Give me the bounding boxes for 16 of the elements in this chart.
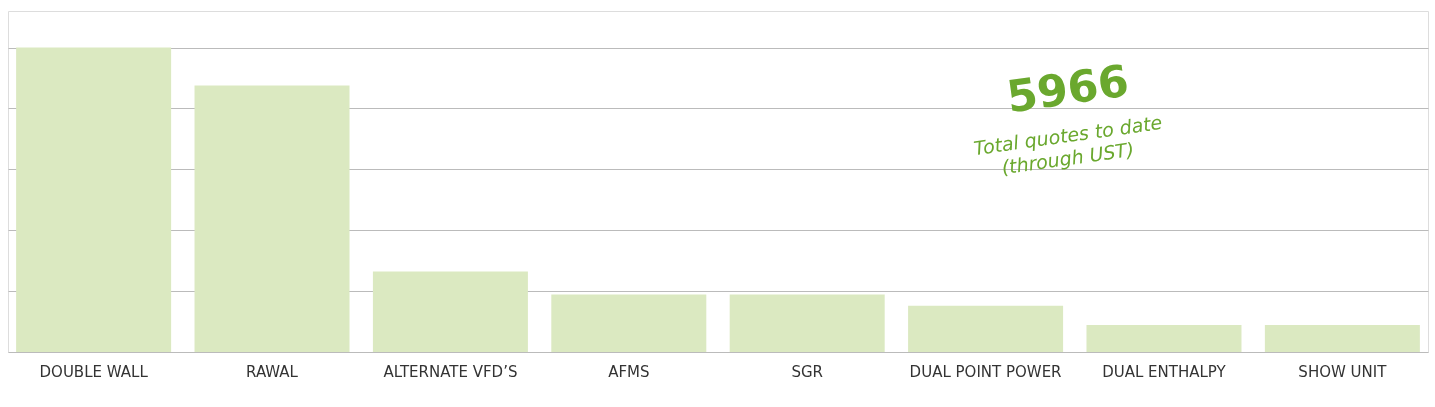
x-tick-label: RAWAL <box>246 362 299 381</box>
x-tick-label: DUAL POINT POWER <box>909 362 1062 381</box>
bar <box>1086 324 1242 352</box>
bar <box>729 294 885 352</box>
bar <box>908 305 1064 352</box>
bar <box>16 47 172 352</box>
bar <box>372 271 528 352</box>
bar <box>551 294 707 352</box>
bar <box>1264 324 1420 352</box>
bar <box>194 85 350 352</box>
x-tick-label: DUAL ENTHALPY <box>1102 362 1227 381</box>
x-tick-label: SGR <box>791 362 823 381</box>
x-tick-label: DOUBLE WALL <box>39 362 149 381</box>
x-tick-label: AFMS <box>608 362 650 381</box>
x-tick-label: ALTERNATE VFD’S <box>383 362 518 381</box>
x-tick-label: SHOW UNIT <box>1298 362 1388 381</box>
